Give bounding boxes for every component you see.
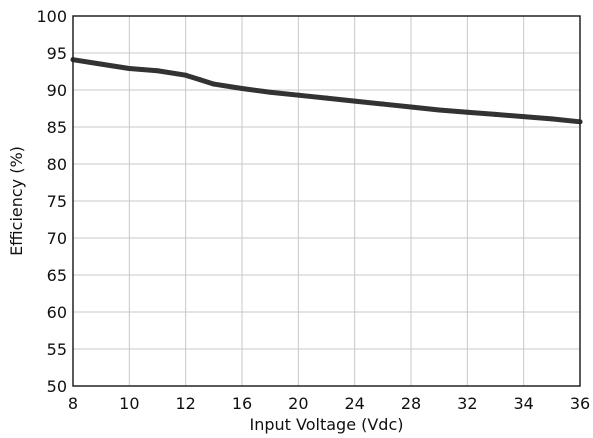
data-point xyxy=(352,98,358,104)
grid-layer xyxy=(73,16,580,386)
y-tick-label: 70 xyxy=(47,229,67,248)
data-point xyxy=(295,92,301,98)
y-tick-labels: 50 55 60 65 70 75 80 85 90 95 100 xyxy=(36,7,67,396)
x-tick-label: 24 xyxy=(344,394,364,413)
x-tick-label: 8 xyxy=(68,394,78,413)
data-point xyxy=(436,107,442,113)
y-tick-label: 60 xyxy=(47,303,67,322)
data-point xyxy=(211,81,217,87)
data-point xyxy=(98,61,104,67)
y-tick-label: 50 xyxy=(47,377,67,396)
x-tick-label: 20 xyxy=(288,394,308,413)
plot-frame xyxy=(72,15,581,387)
y-tick-label: 75 xyxy=(47,192,67,211)
y-tick-label: 90 xyxy=(47,81,67,100)
data-point xyxy=(464,109,470,115)
data-point xyxy=(155,68,160,74)
x-tick-label: 28 xyxy=(401,394,421,413)
data-point xyxy=(197,77,203,83)
x-axis-title: Input Voltage (Vdc) xyxy=(250,415,404,434)
series-layer xyxy=(70,57,583,125)
y-axis-title: Efficiency (%) xyxy=(7,146,26,256)
data-point xyxy=(126,66,132,72)
x-tick-label: 12 xyxy=(175,394,195,413)
y-tick-label: 85 xyxy=(47,118,67,137)
data-point xyxy=(183,72,189,78)
x-tick-label: 34 xyxy=(513,394,533,413)
data-point xyxy=(408,104,414,110)
y-tick-label: 95 xyxy=(47,44,67,63)
data-point xyxy=(380,101,386,107)
x-tick-label: 36 xyxy=(570,394,590,413)
y-tick-label: 65 xyxy=(47,266,67,285)
x-tick-labels: 8 10 12 16 20 24 28 32 34 36 xyxy=(68,394,590,413)
data-point xyxy=(521,114,527,120)
y-tick-label: 80 xyxy=(47,155,67,174)
y-tick-label: 55 xyxy=(47,340,67,359)
efficiency-series-line xyxy=(70,57,583,125)
x-tick-label: 10 xyxy=(119,394,139,413)
data-point xyxy=(267,89,273,95)
data-point xyxy=(549,116,555,122)
x-tick-label: 16 xyxy=(232,394,252,413)
data-point xyxy=(239,86,245,92)
x-tick-label: 32 xyxy=(457,394,477,413)
data-point xyxy=(324,95,329,101)
y-tick-label: 100 xyxy=(36,7,67,26)
data-point xyxy=(493,111,498,117)
